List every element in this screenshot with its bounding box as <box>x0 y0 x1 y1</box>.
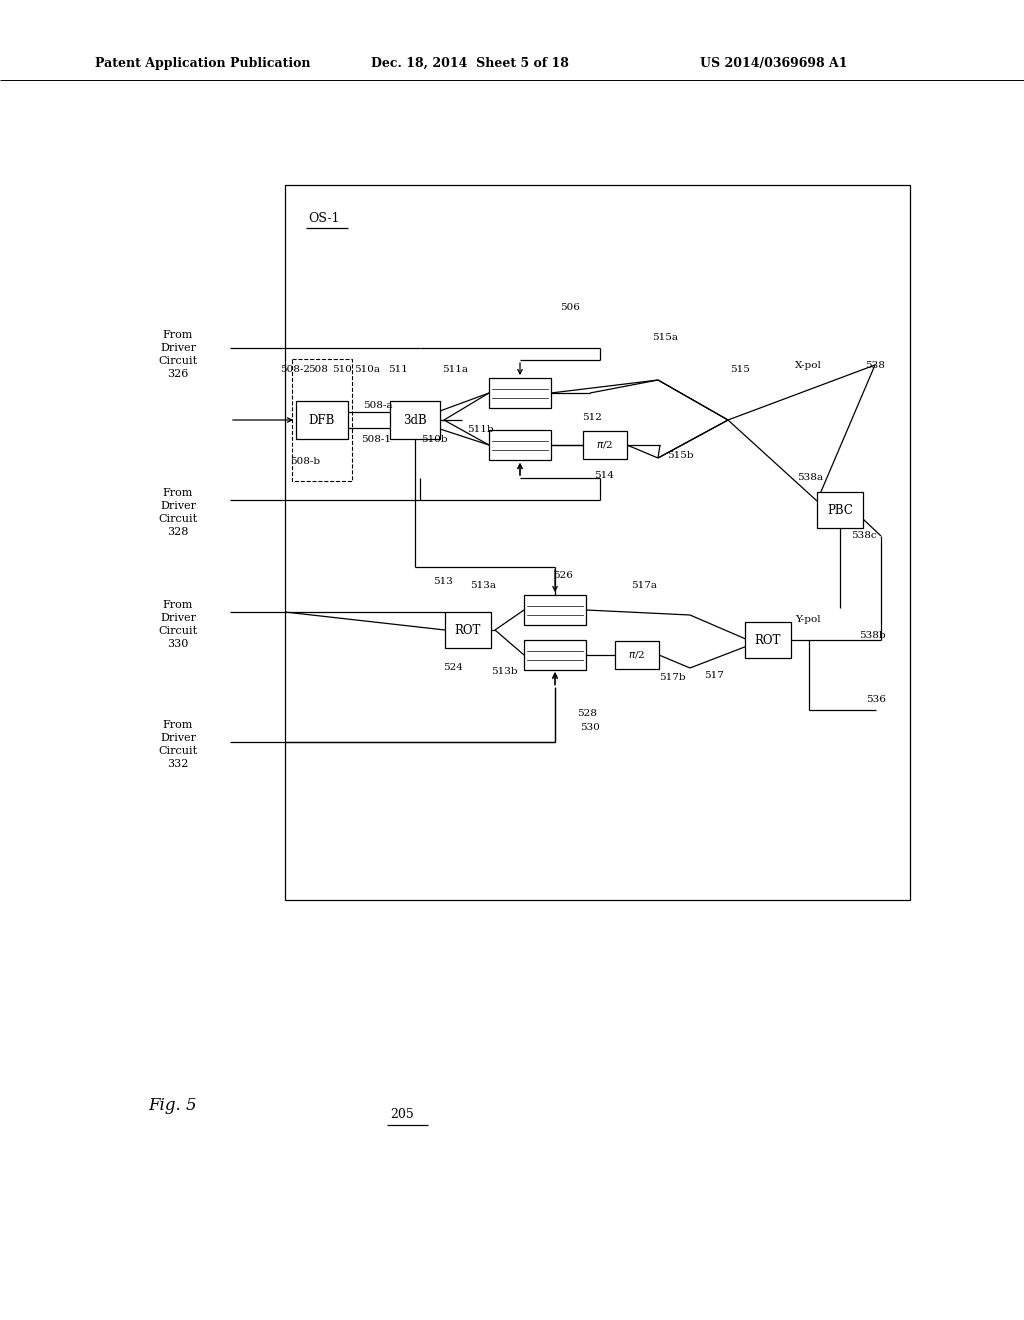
Text: 514: 514 <box>594 471 614 480</box>
Text: 332: 332 <box>167 759 188 770</box>
Text: 511a: 511a <box>442 366 468 375</box>
Bar <box>524 595 586 624</box>
Text: 528: 528 <box>578 710 597 718</box>
Text: 513b: 513b <box>490 668 517 676</box>
Text: 511: 511 <box>388 366 408 375</box>
Text: ROT: ROT <box>455 623 481 636</box>
Text: 508-2: 508-2 <box>280 366 310 375</box>
Text: 205: 205 <box>390 1109 414 1122</box>
Text: X-pol: X-pol <box>795 360 821 370</box>
Text: 506: 506 <box>560 304 580 313</box>
Text: 536: 536 <box>866 696 886 705</box>
Text: 517b: 517b <box>658 673 685 682</box>
Text: 326: 326 <box>167 370 188 379</box>
Bar <box>615 642 659 669</box>
Bar <box>445 612 490 648</box>
Text: 538a: 538a <box>797 474 823 483</box>
Text: Dec. 18, 2014  Sheet 5 of 18: Dec. 18, 2014 Sheet 5 of 18 <box>371 57 569 70</box>
Text: 508: 508 <box>308 366 328 375</box>
Bar <box>524 640 586 671</box>
Text: Driver: Driver <box>160 733 196 743</box>
Bar <box>489 378 551 408</box>
Text: From: From <box>163 719 194 730</box>
Text: 510b: 510b <box>421 436 447 445</box>
Text: Y-pol: Y-pol <box>796 615 821 624</box>
Bar <box>296 401 348 440</box>
Text: 524: 524 <box>443 664 463 672</box>
Text: ROT: ROT <box>755 634 781 647</box>
Text: 512: 512 <box>582 413 602 422</box>
Text: 508-b: 508-b <box>290 458 321 466</box>
Bar <box>817 492 863 528</box>
Text: Driver: Driver <box>160 502 196 511</box>
Text: 515a: 515a <box>652 334 678 342</box>
Text: 3dB: 3dB <box>403 413 427 426</box>
Bar <box>745 622 791 657</box>
Text: 511b: 511b <box>467 425 494 434</box>
Text: 513: 513 <box>433 578 453 586</box>
Text: 538c: 538c <box>851 532 877 540</box>
Text: 508-a: 508-a <box>364 401 393 411</box>
Text: 515: 515 <box>730 366 750 375</box>
Text: Circuit: Circuit <box>159 746 198 756</box>
Text: 530: 530 <box>580 723 600 733</box>
Text: Patent Application Publication: Patent Application Publication <box>95 57 310 70</box>
Text: Fig. 5: Fig. 5 <box>148 1097 197 1114</box>
Bar <box>285 185 910 900</box>
Text: $\pi$/2: $\pi$/2 <box>629 649 646 660</box>
Text: From: From <box>163 488 194 498</box>
Bar <box>489 430 551 459</box>
Bar <box>583 432 627 459</box>
Text: Circuit: Circuit <box>159 513 198 524</box>
Text: US 2014/0369698 A1: US 2014/0369698 A1 <box>700 57 848 70</box>
Text: OS-1: OS-1 <box>308 211 340 224</box>
Text: 510a: 510a <box>354 366 380 375</box>
Text: 538b: 538b <box>859 631 886 640</box>
Text: 526: 526 <box>553 572 573 581</box>
Text: 328: 328 <box>167 527 188 537</box>
Text: PBC: PBC <box>827 503 853 516</box>
Text: 330: 330 <box>167 639 188 649</box>
Text: DFB: DFB <box>309 413 335 426</box>
Text: Circuit: Circuit <box>159 356 198 366</box>
Bar <box>390 401 440 440</box>
Text: Driver: Driver <box>160 343 196 352</box>
Text: From: From <box>163 330 194 341</box>
Text: 515b: 515b <box>667 450 693 459</box>
Text: 508-1: 508-1 <box>361 436 391 445</box>
Text: 538: 538 <box>865 360 885 370</box>
Text: Circuit: Circuit <box>159 626 198 636</box>
Text: 510: 510 <box>332 366 352 375</box>
Bar <box>292 359 352 480</box>
Text: $\pi$/2: $\pi$/2 <box>596 440 613 450</box>
Text: From: From <box>163 601 194 610</box>
Text: Driver: Driver <box>160 612 196 623</box>
Text: 517: 517 <box>705 671 724 680</box>
Text: 513a: 513a <box>470 581 496 590</box>
Text: 517a: 517a <box>631 581 657 590</box>
